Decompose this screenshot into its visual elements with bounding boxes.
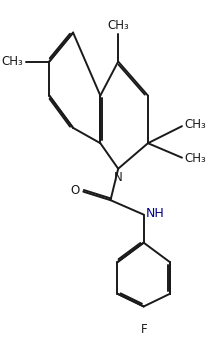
Text: CH₃: CH₃ <box>107 19 129 32</box>
Text: NH: NH <box>146 207 165 220</box>
Text: O: O <box>70 184 79 197</box>
Text: CH₃: CH₃ <box>184 152 206 165</box>
Text: CH₃: CH₃ <box>184 119 206 131</box>
Text: CH₃: CH₃ <box>1 55 23 68</box>
Text: N: N <box>114 171 123 184</box>
Text: F: F <box>140 323 147 336</box>
